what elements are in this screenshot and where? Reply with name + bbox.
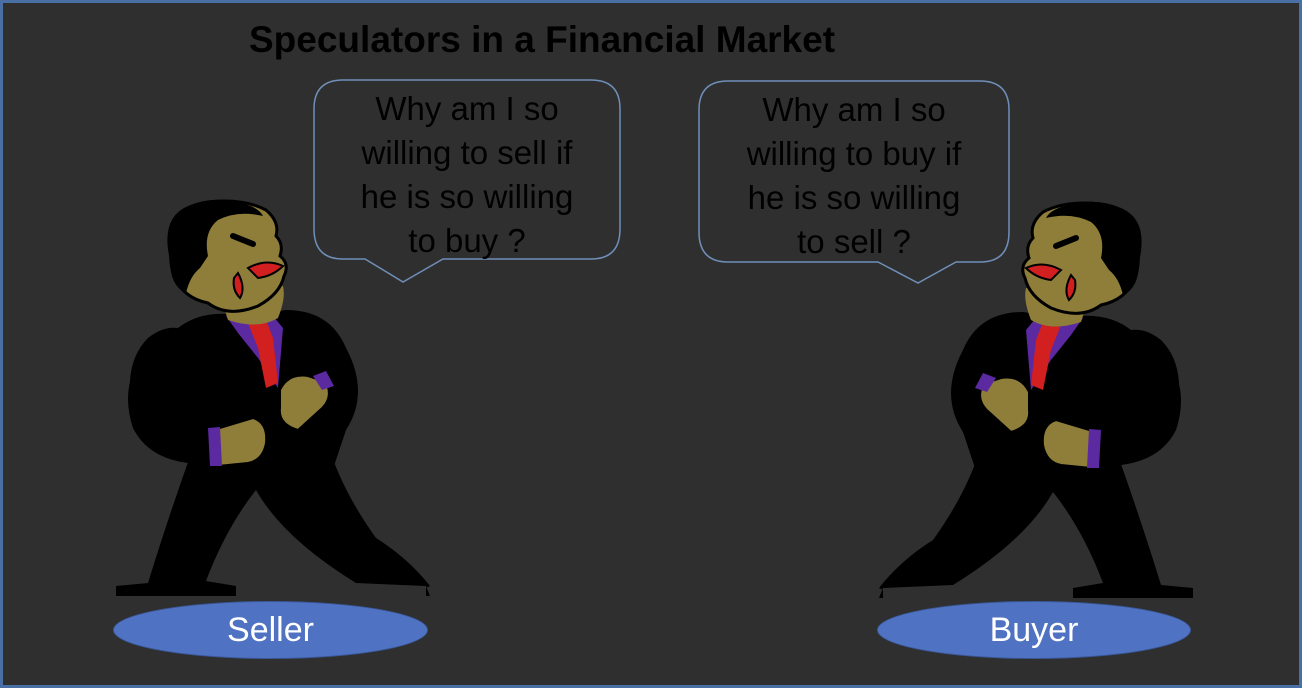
diagram-title: Speculators in a Financial Market bbox=[249, 19, 836, 60]
buyer-label-text: Buyer bbox=[989, 610, 1079, 649]
seller-thought-line-3: he is so willing bbox=[360, 178, 574, 215]
seller-thought-text: Why am I so willing to sell if he is so … bbox=[313, 87, 621, 263]
seller-thought-line-1: Why am I so bbox=[375, 90, 559, 127]
seller-bubble-shape bbox=[313, 79, 621, 283]
seller-figure-drawing bbox=[116, 199, 430, 596]
buyer-figure-drawing bbox=[879, 201, 1193, 598]
buyer-thought-text: Why am I so willing to buy if he is so w… bbox=[698, 88, 1010, 264]
buyer-thought-line-2: willing to buy if bbox=[746, 135, 962, 172]
buyer-bubble-shape bbox=[698, 80, 1010, 284]
buyer-thought-line-1: Why am I so bbox=[762, 91, 946, 128]
buyer-thought-line-4: to sell ? bbox=[797, 223, 911, 260]
buyer-label: Buyer bbox=[877, 601, 1191, 659]
buyer-thought-bubble: Why am I so willing to buy if he is so w… bbox=[698, 80, 1010, 286]
seller-label: Seller bbox=[113, 601, 428, 659]
seller-thought-bubble: Why am I so willing to sell if he is so … bbox=[313, 79, 621, 285]
buyer-figure bbox=[871, 200, 1201, 600]
buyer-thought-line-3: he is so willing bbox=[747, 179, 961, 216]
seller-thought-line-4: to buy ? bbox=[408, 222, 526, 259]
seller-figure bbox=[108, 198, 438, 598]
seller-thought-line-2: willing to sell if bbox=[361, 134, 573, 171]
seller-label-text: Seller bbox=[227, 610, 314, 649]
